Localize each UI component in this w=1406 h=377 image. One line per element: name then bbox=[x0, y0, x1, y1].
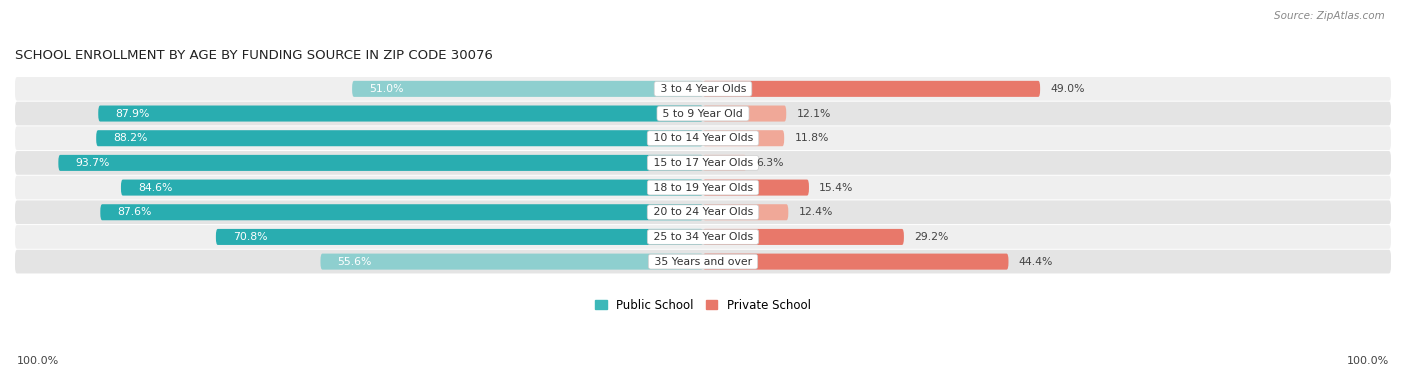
Text: 12.4%: 12.4% bbox=[799, 207, 832, 217]
FancyBboxPatch shape bbox=[96, 130, 703, 146]
FancyBboxPatch shape bbox=[121, 179, 703, 196]
Text: 70.8%: 70.8% bbox=[233, 232, 267, 242]
Text: 6.3%: 6.3% bbox=[756, 158, 785, 168]
Text: 12.1%: 12.1% bbox=[797, 109, 831, 118]
Text: 3 to 4 Year Olds: 3 to 4 Year Olds bbox=[657, 84, 749, 94]
Text: 87.6%: 87.6% bbox=[118, 207, 152, 217]
Text: 51.0%: 51.0% bbox=[370, 84, 404, 94]
Text: SCHOOL ENROLLMENT BY AGE BY FUNDING SOURCE IN ZIP CODE 30076: SCHOOL ENROLLMENT BY AGE BY FUNDING SOUR… bbox=[15, 49, 494, 62]
FancyBboxPatch shape bbox=[217, 229, 703, 245]
Text: 93.7%: 93.7% bbox=[76, 158, 110, 168]
FancyBboxPatch shape bbox=[100, 204, 703, 220]
Text: 49.0%: 49.0% bbox=[1050, 84, 1085, 94]
FancyBboxPatch shape bbox=[703, 130, 785, 146]
Text: 25 to 34 Year Olds: 25 to 34 Year Olds bbox=[650, 232, 756, 242]
Text: 5 to 9 Year Old: 5 to 9 Year Old bbox=[659, 109, 747, 118]
Text: Source: ZipAtlas.com: Source: ZipAtlas.com bbox=[1274, 11, 1385, 21]
Text: 15.4%: 15.4% bbox=[820, 182, 853, 193]
FancyBboxPatch shape bbox=[703, 254, 1008, 270]
FancyBboxPatch shape bbox=[58, 155, 703, 171]
Legend: Public School, Private School: Public School, Private School bbox=[591, 294, 815, 317]
Text: 88.2%: 88.2% bbox=[114, 133, 148, 143]
FancyBboxPatch shape bbox=[15, 250, 1391, 273]
Text: 84.6%: 84.6% bbox=[138, 182, 173, 193]
Text: 10 to 14 Year Olds: 10 to 14 Year Olds bbox=[650, 133, 756, 143]
Text: 100.0%: 100.0% bbox=[17, 356, 59, 366]
Text: 44.4%: 44.4% bbox=[1019, 257, 1053, 267]
FancyBboxPatch shape bbox=[15, 126, 1391, 150]
Text: 35 Years and over: 35 Years and over bbox=[651, 257, 755, 267]
FancyBboxPatch shape bbox=[15, 225, 1391, 249]
FancyBboxPatch shape bbox=[15, 102, 1391, 126]
FancyBboxPatch shape bbox=[15, 151, 1391, 175]
FancyBboxPatch shape bbox=[15, 201, 1391, 224]
Text: 15 to 17 Year Olds: 15 to 17 Year Olds bbox=[650, 158, 756, 168]
FancyBboxPatch shape bbox=[703, 179, 808, 196]
FancyBboxPatch shape bbox=[352, 81, 703, 97]
FancyBboxPatch shape bbox=[703, 155, 747, 171]
FancyBboxPatch shape bbox=[703, 106, 786, 121]
FancyBboxPatch shape bbox=[15, 176, 1391, 199]
FancyBboxPatch shape bbox=[321, 254, 703, 270]
FancyBboxPatch shape bbox=[703, 81, 1040, 97]
Text: 100.0%: 100.0% bbox=[1347, 356, 1389, 366]
FancyBboxPatch shape bbox=[703, 229, 904, 245]
FancyBboxPatch shape bbox=[703, 204, 789, 220]
FancyBboxPatch shape bbox=[98, 106, 703, 121]
Text: 55.6%: 55.6% bbox=[337, 257, 373, 267]
FancyBboxPatch shape bbox=[15, 77, 1391, 101]
Text: 11.8%: 11.8% bbox=[794, 133, 830, 143]
Text: 29.2%: 29.2% bbox=[914, 232, 949, 242]
Text: 87.9%: 87.9% bbox=[115, 109, 150, 118]
Text: 18 to 19 Year Olds: 18 to 19 Year Olds bbox=[650, 182, 756, 193]
Text: 20 to 24 Year Olds: 20 to 24 Year Olds bbox=[650, 207, 756, 217]
